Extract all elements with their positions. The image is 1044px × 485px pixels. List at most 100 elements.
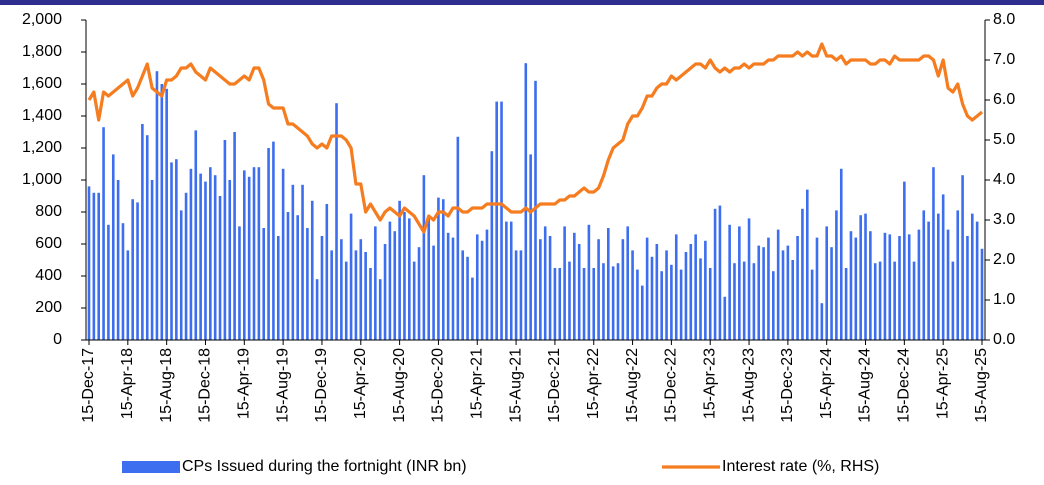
x-tick-label: 15-Aug-21	[507, 348, 524, 423]
bar	[796, 236, 799, 340]
bar	[446, 232, 450, 340]
bar	[670, 264, 673, 340]
bar	[204, 181, 207, 340]
bar	[616, 263, 620, 340]
bar	[267, 148, 270, 340]
bar	[529, 154, 532, 340]
bar	[543, 226, 547, 340]
bar	[859, 215, 862, 340]
bar	[461, 250, 465, 340]
bar	[475, 234, 479, 340]
bar	[932, 167, 935, 340]
legend-swatch	[122, 461, 180, 473]
bar	[631, 250, 634, 340]
bar	[374, 226, 377, 340]
line	[87, 42, 984, 234]
bar	[772, 271, 775, 340]
bar	[490, 151, 494, 340]
x-tick-label: 15-Apr-19	[236, 348, 253, 419]
bar	[471, 277, 474, 340]
bar	[781, 250, 785, 340]
bar	[310, 200, 314, 340]
bar	[301, 184, 304, 340]
bar	[835, 210, 838, 340]
bar	[582, 268, 586, 340]
bar	[878, 261, 882, 340]
bar	[466, 256, 469, 340]
bar	[937, 213, 940, 340]
y-tick-label: 2,000	[22, 11, 62, 28]
bar	[340, 239, 343, 340]
bar	[975, 221, 979, 340]
bar	[451, 237, 455, 340]
bar	[941, 194, 945, 340]
y2-tick-label: 0.0	[993, 331, 1015, 348]
y-tick-label: 400	[35, 267, 62, 284]
bar	[805, 189, 809, 340]
bar	[194, 130, 198, 340]
bar	[97, 192, 101, 340]
bar	[252, 167, 256, 340]
bar	[354, 250, 358, 340]
y-tick-label: 1,200	[22, 139, 62, 156]
y2-tick-label: 4.0	[993, 171, 1015, 188]
y-tick-label: 1,000	[22, 171, 62, 188]
bar	[243, 170, 246, 340]
bar	[888, 234, 892, 340]
bar	[573, 232, 576, 340]
x-tick-label: 15-Dec-23	[779, 348, 796, 423]
bar	[767, 237, 770, 340]
bar	[684, 252, 688, 340]
bar	[723, 296, 727, 340]
bar	[849, 231, 853, 340]
bar	[640, 285, 644, 340]
bar	[422, 175, 426, 340]
bar	[408, 218, 411, 340]
bar	[839, 168, 843, 340]
bar	[281, 168, 285, 340]
bar	[597, 239, 600, 340]
bar	[539, 239, 542, 340]
bar	[922, 210, 926, 340]
bar	[718, 205, 722, 340]
bar	[296, 215, 299, 340]
x-tick-label: 15-Apr-18	[119, 348, 136, 419]
bar	[854, 237, 858, 340]
bar	[170, 162, 173, 340]
x-tick-label: 15-Apr-22	[585, 348, 602, 419]
bar	[209, 167, 212, 340]
bar	[160, 84, 164, 340]
bar	[898, 236, 901, 340]
bar	[907, 234, 911, 340]
bar	[111, 154, 115, 340]
bar	[704, 240, 707, 340]
bar	[665, 250, 668, 340]
bar	[335, 103, 338, 340]
bar	[548, 236, 552, 340]
bar	[568, 261, 571, 340]
bar	[315, 279, 319, 340]
bar	[179, 210, 183, 340]
bar	[728, 224, 731, 340]
bar	[276, 236, 280, 340]
bar	[655, 244, 659, 340]
bar	[563, 226, 566, 340]
bar	[869, 231, 872, 340]
x-tick-label: 15-Apr-24	[818, 348, 835, 419]
bar	[388, 221, 392, 340]
bar	[393, 231, 397, 340]
x-tick-label: 15-Dec-19	[313, 348, 330, 423]
y-tick-label: 600	[35, 235, 62, 252]
y-tick-label: 0	[53, 331, 62, 348]
bar	[903, 181, 906, 340]
bar	[257, 167, 261, 340]
bar	[830, 247, 833, 340]
bar	[946, 229, 950, 340]
bar	[92, 192, 96, 340]
bar	[417, 247, 421, 340]
bar	[519, 250, 523, 340]
x-tick-label: 15-Dec-22	[663, 348, 680, 423]
bar	[626, 226, 630, 340]
bar	[791, 260, 795, 340]
bar	[917, 229, 921, 340]
